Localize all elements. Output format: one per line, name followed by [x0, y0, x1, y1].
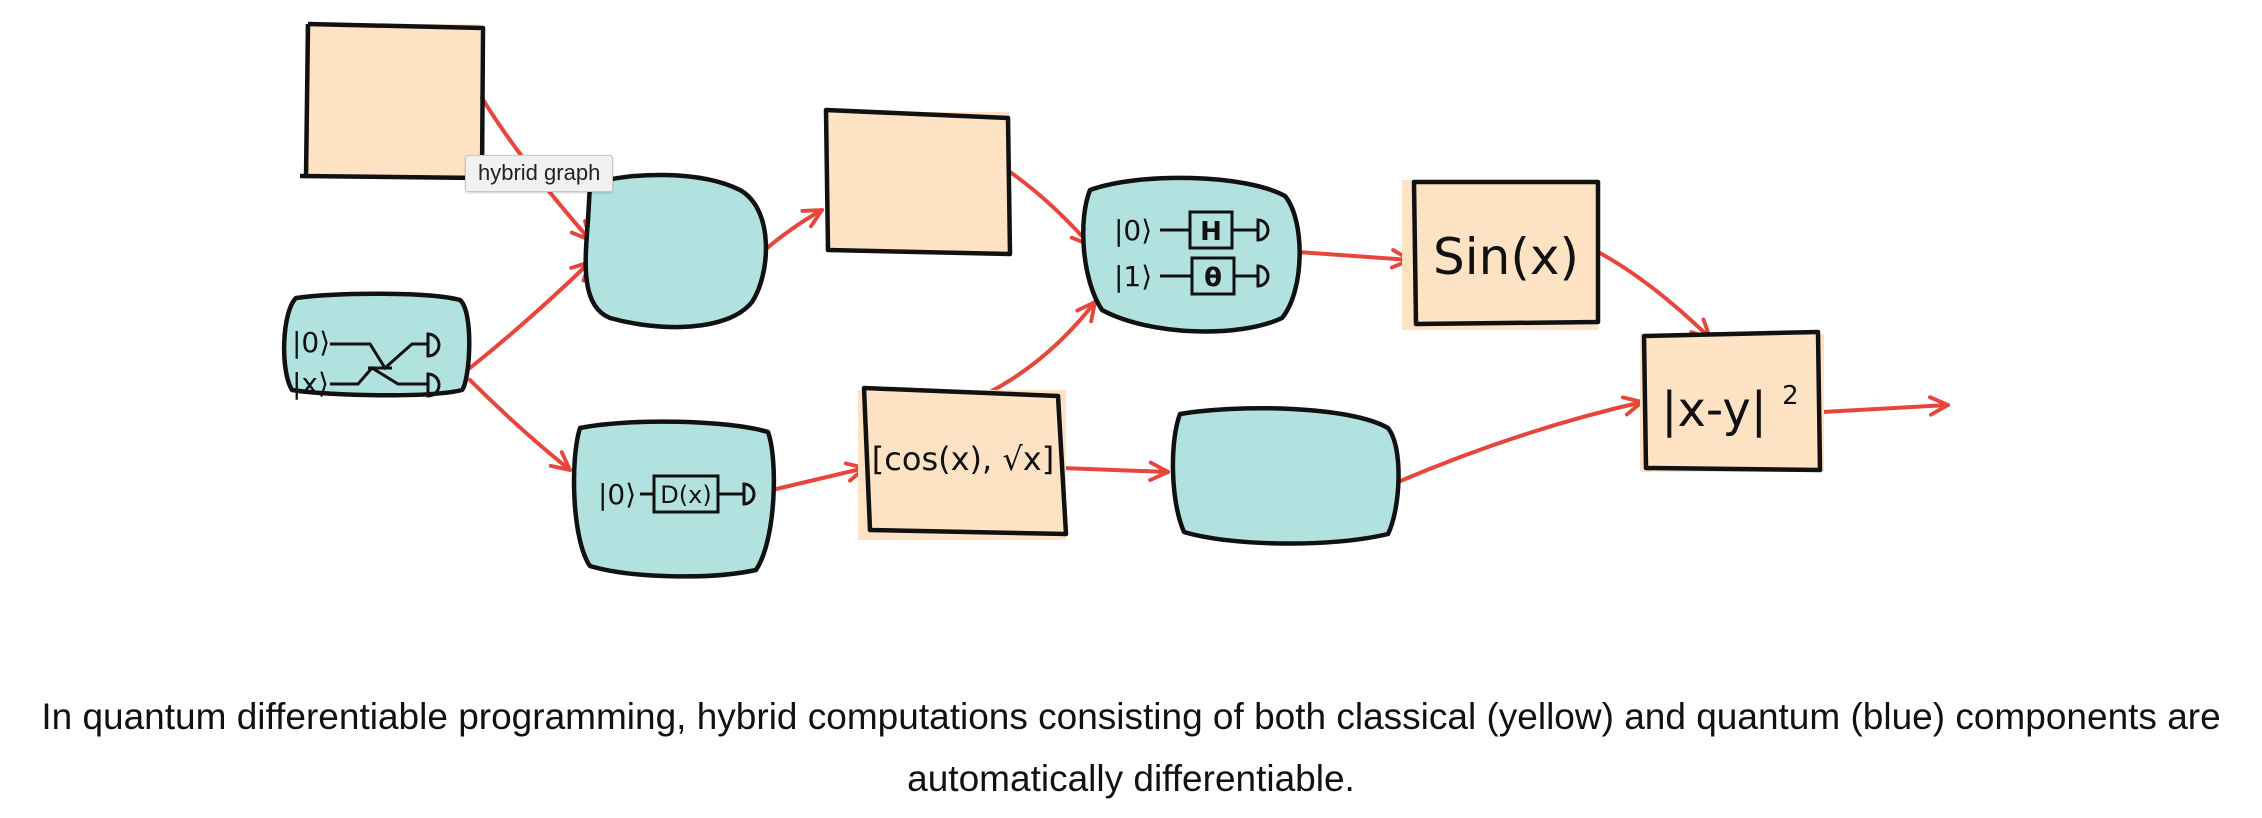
cos-sqrt-node: [cos(x), √x] — [858, 385, 1069, 540]
top-circuit-gate-theta — [1190, 256, 1236, 296]
top-circuit-wires — [1160, 228, 1258, 278]
sin-label: Sin(x) — [1433, 228, 1579, 286]
classical-node-middle — [823, 107, 1013, 257]
hybrid-graph-tooltip: hybrid graph — [465, 155, 614, 192]
cost-label-superscript: 2 — [1782, 381, 1799, 411]
left-circuit-measure-top — [426, 332, 441, 358]
cost-label-main: |x-y| — [1661, 382, 1767, 438]
left-circuit-measure-bottom — [426, 372, 441, 398]
top-circuit-gate-theta-label: θ — [1204, 263, 1222, 293]
edge-circuit-to-quantum-a — [468, 260, 592, 370]
bottom-circuit-measure — [742, 482, 756, 506]
edge-top-circuit-to-sin — [1296, 248, 1412, 270]
cost-label: |x-y| 2 — [1661, 381, 1798, 438]
bottom-circuit-ket-0: |0⟩ — [598, 478, 636, 511]
quantum-circuit-top: |0⟩ |1⟩ H θ — [1081, 175, 1302, 334]
top-circuit-measure-top — [1256, 218, 1270, 242]
classical-node-top-left — [299, 21, 486, 181]
quantum-node-a — [583, 172, 769, 330]
figure-caption: In quantum differentiable programming, h… — [41, 696, 2221, 799]
top-circuit-measure-bottom — [1256, 264, 1270, 288]
edge-cos-to-quantum-b — [1060, 460, 1170, 483]
edge-sin-to-cost — [1596, 250, 1712, 340]
top-circuit-gate-h — [1188, 210, 1234, 250]
quantum-circuit-bottom: |0⟩ D(x) — [571, 419, 777, 579]
left-circuit-ket-x: |x⟩ — [292, 367, 329, 400]
top-circuit-ket-0: |0⟩ — [1114, 214, 1152, 247]
quantum-node-b — [1170, 406, 1401, 546]
hybrid-graph-diagram: Sin(x) [cos(x), √x] |x-y| 2 |0⟩ |x⟩ |0⟩ … — [281, 21, 1950, 579]
left-circuit-wires — [330, 342, 428, 386]
edge-quantum-b-to-cost — [1396, 395, 1644, 484]
edge-cost-output — [1820, 395, 1950, 417]
edge-cos-to-top-circuit — [988, 300, 1097, 394]
edges — [468, 96, 1950, 492]
cost-node: |x-y| 2 — [1640, 329, 1824, 473]
bottom-circuit-gate-label: D(x) — [660, 481, 711, 509]
cos-sqrt-label: [cos(x), √x] — [872, 440, 1054, 478]
quantum-circuit-left: |0⟩ |x⟩ — [281, 291, 472, 400]
edge-classical-mid-to-top-circuit — [1008, 170, 1092, 247]
top-circuit-ket-1: |1⟩ — [1114, 260, 1152, 293]
bottom-circuit-gate — [652, 474, 720, 514]
edge-quantum-a-to-classical-mid — [758, 208, 824, 256]
edge-circuit-to-bottom-circuit — [468, 378, 572, 472]
left-circuit-ket-0: |0⟩ — [292, 326, 330, 359]
edge-bottom-circuit-to-cos — [770, 461, 867, 492]
top-circuit-gate-h-label: H — [1200, 217, 1222, 247]
sin-node: Sin(x) — [1402, 179, 1601, 330]
